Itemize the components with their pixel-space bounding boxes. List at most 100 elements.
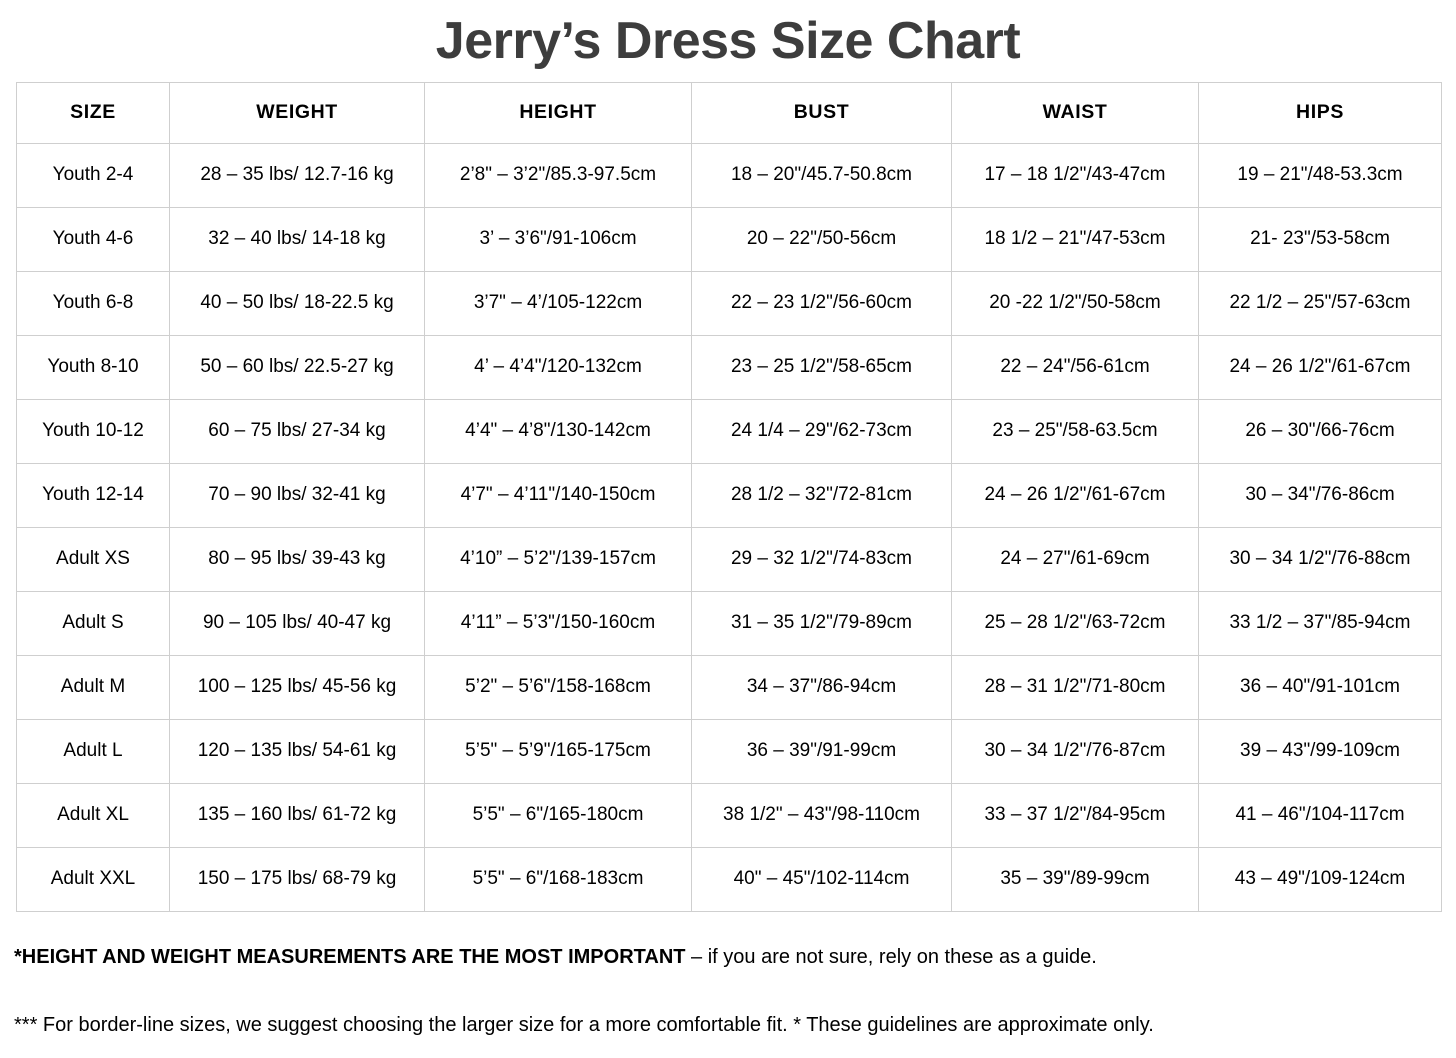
table-row: Youth 6-8 40 – 50 lbs/ 18-22.5 kg 3’7" –…: [16, 270, 1442, 336]
cell-weight: 135 – 160 lbs/ 61-72 kg: [169, 782, 425, 848]
cell-weight: 150 – 175 lbs/ 68-79 kg: [169, 846, 425, 912]
size-chart-table-container: SIZE WEIGHT HEIGHT BUST WAIST HIPS Youth…: [0, 81, 1456, 912]
cell-waist: 23 – 25"/58-63.5cm: [951, 398, 1199, 464]
cell-hips: 26 – 30"/66-76cm: [1198, 398, 1442, 464]
cell-height: 4’4" – 4’8"/130-142cm: [424, 398, 692, 464]
cell-height: 3’ – 3’6"/91-106cm: [424, 206, 692, 272]
cell-hips: 21- 23"/53-58cm: [1198, 206, 1442, 272]
table-row: Youth 4-6 32 – 40 lbs/ 14-18 kg 3’ – 3’6…: [16, 206, 1442, 272]
cell-weight: 32 – 40 lbs/ 14-18 kg: [169, 206, 425, 272]
cell-hips: 36 – 40"/91-101cm: [1198, 654, 1442, 720]
cell-hips: 39 – 43"/99-109cm: [1198, 718, 1442, 784]
table-header-row: SIZE WEIGHT HEIGHT BUST WAIST HIPS: [16, 81, 1442, 144]
column-header-weight: WEIGHT: [169, 81, 425, 144]
cell-weight: 100 – 125 lbs/ 45-56 kg: [169, 654, 425, 720]
footnote-detail: – if you are not sure, rely on these as …: [685, 945, 1097, 968]
cell-height: 2’8" – 3’2"/85.3-97.5cm: [424, 142, 692, 208]
table-row: Adult L 120 – 135 lbs/ 54-61 kg 5’5" – 5…: [16, 718, 1442, 784]
cell-hips: 30 – 34"/76-86cm: [1198, 462, 1442, 528]
cell-bust: 24 1/4 – 29"/62-73cm: [691, 398, 952, 464]
cell-size: Adult M: [16, 654, 170, 720]
cell-hips: 19 – 21"/48-53.3cm: [1198, 142, 1442, 208]
table-row: Adult XS 80 – 95 lbs/ 39-43 kg 4’10” – 5…: [16, 526, 1442, 592]
table-body: Youth 2-4 28 – 35 lbs/ 12.7-16 kg 2’8" –…: [16, 142, 1442, 912]
cell-weight: 90 – 105 lbs/ 40-47 kg: [169, 590, 425, 656]
cell-bust: 20 – 22"/50-56cm: [691, 206, 952, 272]
column-header-hips: HIPS: [1198, 81, 1442, 144]
table-row: Youth 8-10 50 – 60 lbs/ 22.5-27 kg 4’ – …: [16, 334, 1442, 400]
table-row: Youth 10-12 60 – 75 lbs/ 27-34 kg 4’4" –…: [16, 398, 1442, 464]
cell-size: Youth 6-8: [16, 270, 170, 336]
cell-size: Adult XL: [16, 782, 170, 848]
cell-size: Youth 10-12: [16, 398, 170, 464]
cell-hips: 33 1/2 – 37"/85-94cm: [1198, 590, 1442, 656]
cell-height: 5’5" – 6"/165-180cm: [424, 782, 692, 848]
cell-hips: 22 1/2 – 25"/57-63cm: [1198, 270, 1442, 336]
cell-bust: 22 – 23 1/2"/56-60cm: [691, 270, 952, 336]
footnote-emphasis: *HEIGHT AND WEIGHT MEASUREMENTS ARE THE …: [14, 945, 686, 968]
cell-size: Youth 12-14: [16, 462, 170, 528]
cell-bust: 40" – 45"/102-114cm: [691, 846, 952, 912]
cell-weight: 120 – 135 lbs/ 54-61 kg: [169, 718, 425, 784]
cell-weight: 28 – 35 lbs/ 12.7-16 kg: [169, 142, 425, 208]
cell-weight: 50 – 60 lbs/ 22.5-27 kg: [169, 334, 425, 400]
cell-bust: 18 – 20"/45.7-50.8cm: [691, 142, 952, 208]
cell-size: Youth 8-10: [16, 334, 170, 400]
footnote-line-1: *HEIGHT AND WEIGHT MEASUREMENTS ARE THE …: [14, 944, 1442, 970]
cell-waist: 18 1/2 – 21"/47-53cm: [951, 206, 1199, 272]
cell-bust: 31 – 35 1/2"/79-89cm: [691, 590, 952, 656]
cell-weight: 60 – 75 lbs/ 27-34 kg: [169, 398, 425, 464]
column-header-size: SIZE: [16, 81, 170, 144]
cell-weight: 70 – 90 lbs/ 32-41 kg: [169, 462, 425, 528]
column-header-bust: BUST: [691, 81, 952, 144]
cell-waist: 33 – 37 1/2"/84-95cm: [951, 782, 1199, 848]
cell-height: 5’5" – 5’9"/165-175cm: [424, 718, 692, 784]
cell-size: Adult XXL: [16, 846, 170, 912]
cell-bust: 28 1/2 – 32"/72-81cm: [691, 462, 952, 528]
table-row: Adult S 90 – 105 lbs/ 40-47 kg 4’11” – 5…: [16, 590, 1442, 656]
cell-waist: 25 – 28 1/2"/63-72cm: [951, 590, 1199, 656]
cell-weight: 80 – 95 lbs/ 39-43 kg: [169, 526, 425, 592]
table-row: Youth 12-14 70 – 90 lbs/ 32-41 kg 4’7" –…: [16, 462, 1442, 528]
cell-size: Adult L: [16, 718, 170, 784]
column-header-height: HEIGHT: [424, 81, 692, 144]
cell-hips: 43 – 49"/109-124cm: [1198, 846, 1442, 912]
cell-bust: 29 – 32 1/2"/74-83cm: [691, 526, 952, 592]
cell-hips: 30 – 34 1/2"/76-88cm: [1198, 526, 1442, 592]
cell-waist: 22 – 24"/56-61cm: [951, 334, 1199, 400]
table-row: Adult M 100 – 125 lbs/ 45-56 kg 5’2" – 5…: [16, 654, 1442, 720]
table-row: Youth 2-4 28 – 35 lbs/ 12.7-16 kg 2’8" –…: [16, 142, 1442, 208]
cell-size: Adult XS: [16, 526, 170, 592]
cell-height: 4’11” – 5’3"/150-160cm: [424, 590, 692, 656]
cell-waist: 24 – 27"/61-69cm: [951, 526, 1199, 592]
cell-height: 4’10” – 5’2"/139-157cm: [424, 526, 692, 592]
table-header: SIZE WEIGHT HEIGHT BUST WAIST HIPS: [16, 81, 1442, 144]
footnotes: *HEIGHT AND WEIGHT MEASUREMENTS ARE THE …: [0, 944, 1456, 1038]
cell-height: 4’7" – 4’11"/140-150cm: [424, 462, 692, 528]
cell-waist: 17 – 18 1/2"/43-47cm: [951, 142, 1199, 208]
cell-bust: 36 – 39"/91-99cm: [691, 718, 952, 784]
cell-waist: 28 – 31 1/2"/71-80cm: [951, 654, 1199, 720]
cell-hips: 24 – 26 1/2"/61-67cm: [1198, 334, 1442, 400]
footnote-line-2: *** For border-line sizes, we suggest ch…: [14, 1013, 1154, 1036]
cell-height: 4’ – 4’4"/120-132cm: [424, 334, 692, 400]
cell-size: Youth 2-4: [16, 142, 170, 208]
cell-bust: 23 – 25 1/2"/58-65cm: [691, 334, 952, 400]
size-chart-table: SIZE WEIGHT HEIGHT BUST WAIST HIPS Youth…: [16, 81, 1442, 912]
cell-height: 3’7" – 4’/105-122cm: [424, 270, 692, 336]
cell-size: Adult S: [16, 590, 170, 656]
cell-waist: 20 -22 1/2"/50-58cm: [951, 270, 1199, 336]
cell-bust: 34 – 37"/86-94cm: [691, 654, 952, 720]
page-title: Jerry’s Dress Size Chart: [435, 12, 1021, 70]
cell-waist: 30 – 34 1/2"/76-87cm: [951, 718, 1199, 784]
column-header-waist: WAIST: [951, 81, 1199, 144]
cell-waist: 35 – 39"/89-99cm: [951, 846, 1199, 912]
cell-height: 5’2" – 5’6"/158-168cm: [424, 654, 692, 720]
table-row: Adult XXL 150 – 175 lbs/ 68-79 kg 5’5" –…: [16, 846, 1442, 912]
table-row: Adult XL 135 – 160 lbs/ 61-72 kg 5’5" – …: [16, 782, 1442, 848]
cell-hips: 41 – 46"/104-117cm: [1198, 782, 1442, 848]
cell-height: 5’5" – 6"/168-183cm: [424, 846, 692, 912]
cell-size: Youth 4-6: [16, 206, 170, 272]
cell-weight: 40 – 50 lbs/ 18-22.5 kg: [169, 270, 425, 336]
